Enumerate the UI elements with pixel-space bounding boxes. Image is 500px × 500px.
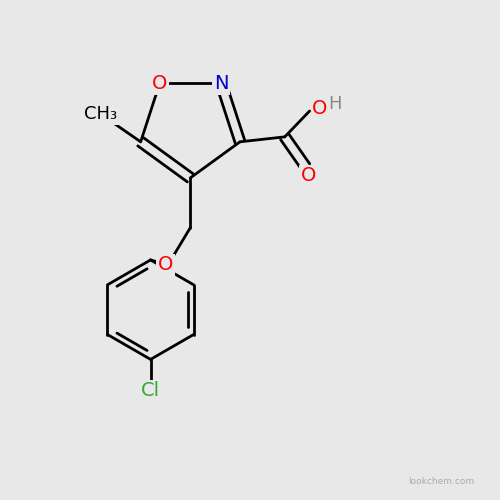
Text: O: O (312, 99, 328, 118)
Text: N: N (214, 74, 228, 93)
Text: Cl: Cl (141, 381, 160, 400)
Text: O: O (158, 256, 173, 274)
Text: O: O (152, 74, 168, 93)
Text: H: H (328, 94, 342, 112)
Text: O: O (300, 166, 316, 185)
Text: CH₃: CH₃ (84, 106, 117, 124)
Text: lookchem.com: lookchem.com (408, 477, 474, 486)
